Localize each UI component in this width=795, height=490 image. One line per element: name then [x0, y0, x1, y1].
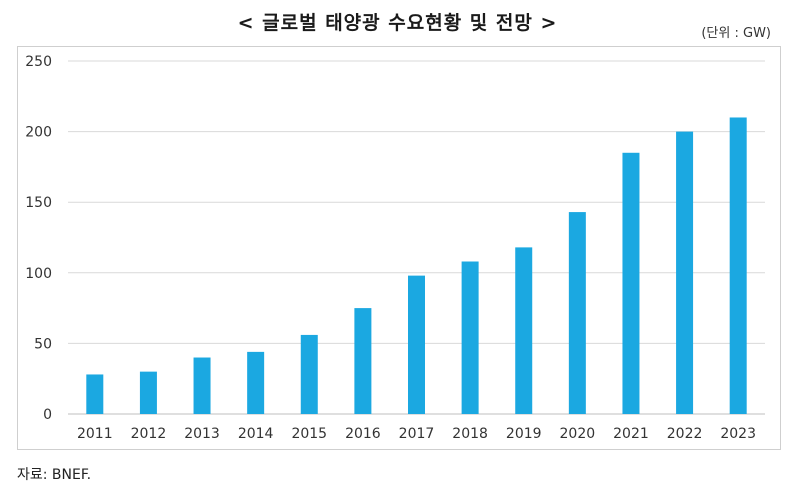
y-axis-ticks: 0 50 100 150 200 250	[25, 54, 52, 423]
x-tick-label: 2022	[667, 426, 703, 442]
bar-2011	[86, 374, 104, 414]
y-tick-label: 200	[25, 125, 52, 141]
x-tick-label: 2012	[131, 426, 167, 442]
bar-2013	[193, 357, 211, 414]
chart-title: < 글로벌 태양광 수요현황 및 전망 >	[237, 12, 558, 34]
y-tick-label: 250	[25, 54, 52, 70]
bar-2022	[676, 131, 694, 414]
bar-2016	[354, 308, 372, 414]
x-tick-label: 2018	[452, 426, 488, 442]
x-tick-label: 2019	[506, 426, 542, 442]
x-tick-label: 2017	[399, 426, 435, 442]
x-tick-label: 2023	[720, 426, 756, 442]
bars	[86, 117, 747, 414]
source-note: 자료: BNEF.	[17, 467, 92, 483]
grid-lines	[68, 60, 765, 415]
bar-2020	[568, 212, 586, 414]
bar-2023	[729, 117, 747, 414]
x-tick-label: 2013	[184, 426, 220, 442]
bar-2018	[461, 261, 479, 414]
x-tick-label: 2016	[345, 426, 381, 442]
y-tick-label: 50	[34, 336, 52, 352]
bar-2012	[139, 371, 157, 414]
x-tick-label: 2021	[613, 426, 649, 442]
bar-2017	[408, 275, 425, 414]
bar-2015	[300, 334, 318, 414]
bar-chart: 0 50 100 150 200 250 2011 2012 2013 2014 2015 2016…	[25, 54, 765, 442]
y-tick-label: 100	[25, 266, 52, 282]
x-tick-label: 2014	[238, 426, 274, 442]
x-axis-ticks: 2011 2012 2013 2014 2015 2016 2017 2018 2019 2020…	[77, 426, 756, 442]
x-tick-label: 2011	[77, 426, 113, 442]
y-tick-label: 0	[43, 407, 52, 423]
unit-label: (단위 : GW)	[701, 26, 771, 41]
y-tick-label: 150	[25, 195, 52, 211]
bar-2014	[247, 351, 265, 414]
bar-2021	[622, 152, 640, 414]
bar-2019	[515, 247, 533, 414]
x-tick-label: 2020	[560, 426, 596, 442]
x-tick-label: 2015	[291, 426, 327, 442]
